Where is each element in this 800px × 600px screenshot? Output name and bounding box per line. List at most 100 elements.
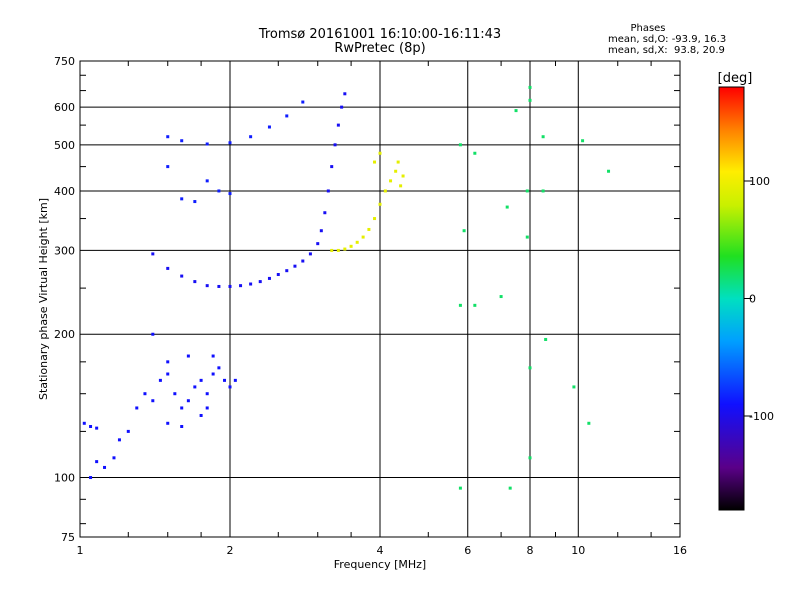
y-axis-label: Stationary phase Virtual Height [km]	[37, 198, 50, 400]
data-point	[95, 426, 99, 430]
data-point	[285, 114, 289, 118]
data-point	[525, 189, 529, 193]
data-point	[186, 354, 190, 358]
data-point	[135, 406, 139, 410]
data-point	[308, 252, 312, 256]
data-point	[607, 169, 611, 173]
data-point	[378, 151, 382, 155]
data-point	[103, 465, 107, 469]
data-point	[249, 135, 253, 139]
data-point	[373, 217, 377, 221]
data-point	[199, 413, 203, 417]
y-tick-label: 400	[54, 185, 75, 198]
x-tick-label: 2	[227, 544, 234, 557]
data-point	[193, 200, 197, 204]
y-tick-label: 300	[54, 244, 75, 257]
data-point	[228, 284, 232, 288]
chart-title: Tromsø 20161001 16:10:00-16:11:43	[258, 27, 502, 42]
x-tick-label: 6	[464, 544, 471, 557]
data-point	[383, 189, 387, 193]
colorbar-tick-label: 0	[749, 293, 756, 306]
data-point	[82, 421, 86, 425]
data-point	[193, 280, 197, 284]
data-point	[180, 406, 184, 410]
data-point	[326, 189, 330, 193]
data-points	[82, 85, 611, 490]
data-point	[316, 242, 320, 246]
colorbar-label: [deg]	[718, 71, 753, 86]
data-point	[343, 92, 347, 96]
y-tick-label: 750	[54, 55, 75, 68]
data-point	[217, 284, 221, 288]
data-point	[239, 284, 243, 288]
data-point	[249, 282, 253, 286]
data-point	[336, 123, 340, 127]
x-tick-label: 16	[673, 544, 687, 557]
y-tick-label: 200	[54, 328, 75, 341]
data-point	[205, 179, 209, 183]
y-axis-ticks: 75 100 200 300 400 500 600 750	[54, 55, 680, 544]
data-point	[158, 378, 162, 382]
plot-frame	[79, 60, 681, 538]
data-point	[151, 252, 155, 256]
data-point	[223, 378, 227, 382]
data-point	[211, 354, 215, 358]
data-point	[330, 165, 334, 169]
data-point	[180, 197, 184, 201]
data-point	[301, 259, 305, 263]
data-point	[233, 378, 237, 382]
data-point	[340, 105, 344, 109]
data-point	[228, 192, 232, 196]
data-point	[173, 392, 177, 396]
data-point	[293, 264, 297, 268]
y-tick-label: 100	[54, 472, 75, 485]
data-point	[333, 143, 337, 147]
data-point	[473, 151, 477, 155]
data-point	[399, 184, 403, 188]
data-point	[180, 274, 184, 278]
x-tick-label: 10	[571, 544, 585, 557]
data-point	[180, 424, 184, 428]
colorbar-tick-label: 100	[749, 175, 770, 188]
data-point	[211, 372, 215, 376]
data-point	[301, 100, 305, 104]
grid-lines	[80, 61, 680, 537]
data-point	[205, 406, 209, 410]
data-point	[267, 125, 271, 129]
data-point	[258, 280, 262, 284]
data-point	[508, 486, 512, 490]
data-point	[166, 135, 170, 139]
colorbar-ticks: 100 0 -100	[744, 175, 774, 423]
data-point	[323, 211, 327, 215]
x-tick-label: 1	[77, 544, 84, 557]
data-point	[528, 85, 532, 89]
data-point	[528, 456, 532, 460]
data-point	[458, 143, 462, 147]
data-point	[361, 235, 365, 239]
data-point	[462, 229, 466, 233]
data-point	[355, 240, 359, 244]
data-point	[473, 303, 477, 307]
phase-box-x-mode: mean, sd,X: 93.8, 20.9	[608, 45, 725, 56]
data-point	[458, 303, 462, 307]
data-point	[89, 424, 93, 428]
data-point	[499, 295, 503, 299]
data-point	[143, 392, 147, 396]
data-point	[514, 109, 518, 113]
data-point	[89, 476, 93, 480]
x-axis-ticks: 1 2 4 6 8 10 16	[77, 61, 687, 557]
chart-subtitle: RwPretec (8p)	[334, 41, 426, 56]
data-point	[166, 360, 170, 364]
data-point	[267, 276, 271, 280]
data-point	[126, 429, 130, 433]
data-point	[117, 438, 121, 442]
data-point	[581, 139, 585, 143]
data-point	[336, 248, 340, 252]
data-point	[95, 460, 99, 464]
data-point	[525, 235, 529, 239]
data-point	[228, 141, 232, 145]
data-point	[217, 366, 221, 370]
data-point	[166, 421, 170, 425]
data-point	[528, 366, 532, 370]
